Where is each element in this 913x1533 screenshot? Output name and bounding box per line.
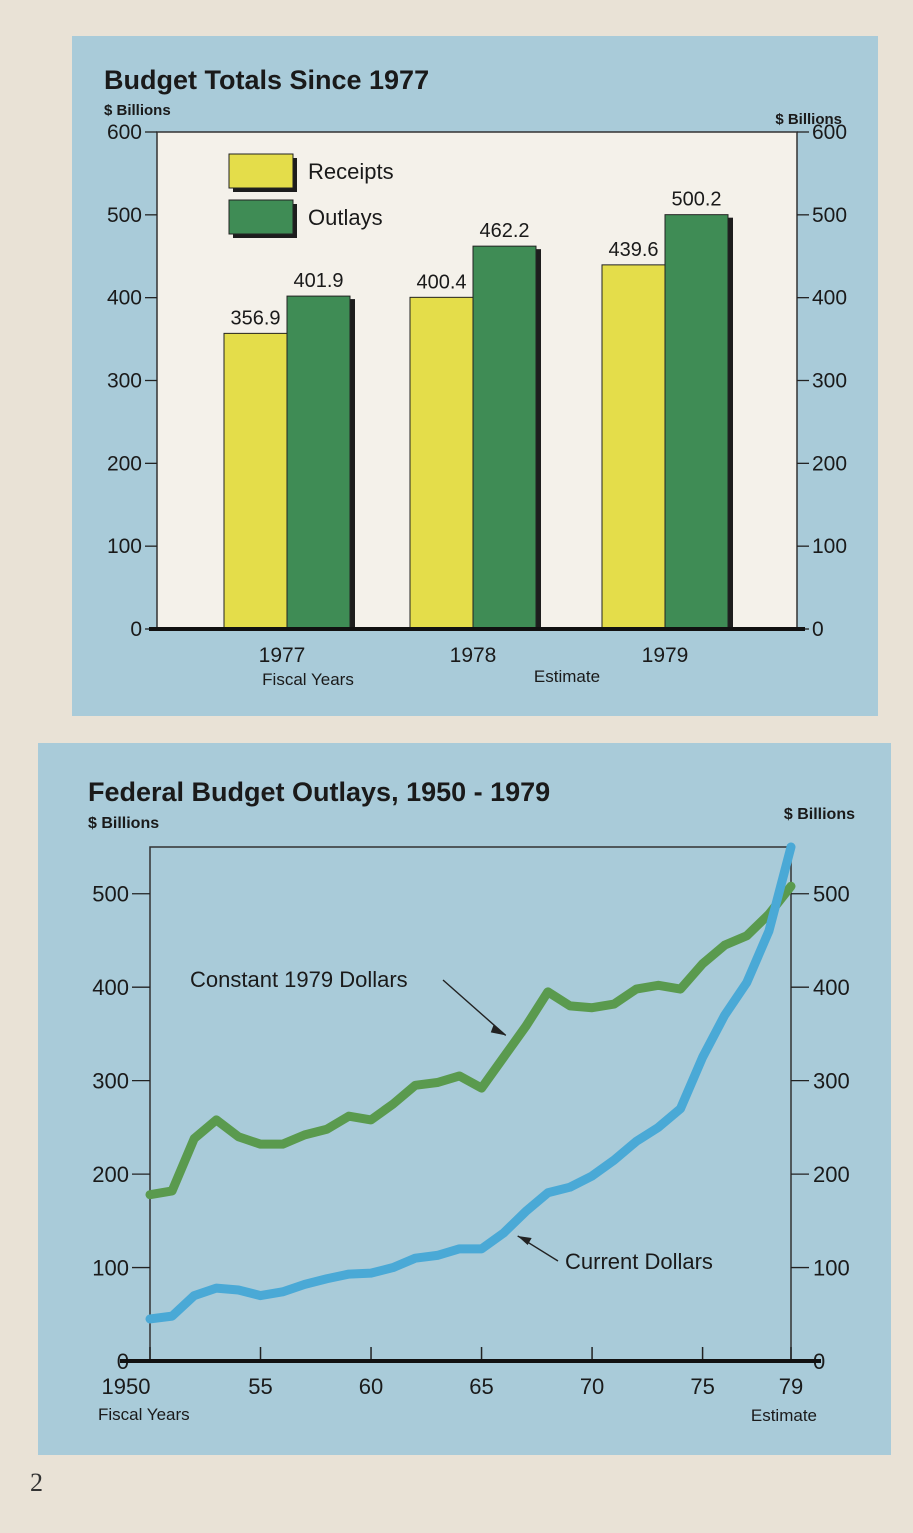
bar-outlays xyxy=(664,214,729,630)
annotation-current-dollars: Current Dollars xyxy=(565,1249,713,1274)
x-axis-label: Fiscal Years xyxy=(262,670,354,689)
legend-label: Outlays xyxy=(308,205,383,230)
y-tick-label-right: 500 xyxy=(813,882,850,907)
data-label: 462.2 xyxy=(479,220,529,242)
bar-receipts xyxy=(223,332,288,630)
y-tick-label-left: 200 xyxy=(92,1162,129,1187)
legend-swatch-outlays xyxy=(228,199,294,235)
data-label: 439.6 xyxy=(608,239,658,261)
federal-outlays-panel: Federal Budget Outlays, 1950 - 1979 $ Bil… xyxy=(38,743,891,1455)
x-tick-label: 1977 xyxy=(259,644,306,667)
y-tick-label-right: 0 xyxy=(812,618,824,641)
x-tick-label: 70 xyxy=(580,1374,604,1399)
y-tick-label-left: 100 xyxy=(107,535,142,558)
estimate-label: Estimate xyxy=(751,1406,817,1425)
y-tick-label-right: 500 xyxy=(812,204,847,227)
y-tick-label-left: 500 xyxy=(92,882,129,907)
y-tick-label-left: 100 xyxy=(92,1256,129,1281)
y-tick-label-right: 600 xyxy=(812,121,847,144)
federal-outlays-chart: Federal Budget Outlays, 1950 - 1979 $ Bil… xyxy=(88,777,855,1425)
y-axis-label-right: $ Billions xyxy=(784,806,855,823)
y-tick-label-right: 400 xyxy=(813,975,850,1000)
y-tick-label-right: 100 xyxy=(813,1256,850,1281)
x-tick-label: 55 xyxy=(248,1374,272,1399)
x-tick-label: 65 xyxy=(469,1374,493,1399)
legend-swatch-receipts xyxy=(228,153,294,189)
bar-receipts xyxy=(601,264,666,630)
chart-title: Federal Budget Outlays, 1950 - 1979 xyxy=(88,777,550,807)
x-tick-label: 79 xyxy=(779,1374,803,1399)
constant-dollars-line xyxy=(145,881,796,1200)
y-axis-label-right: $ Billions xyxy=(775,111,842,128)
y-tick-label-right: 200 xyxy=(813,1162,850,1187)
bar-outlays xyxy=(472,245,537,630)
budget-totals-panel: Budget Totals Since 1977 $ Billions $ Bill… xyxy=(72,36,878,716)
y-axis-label-left: $ Billions xyxy=(88,815,159,832)
x-tick-label: 1979 xyxy=(642,644,689,667)
chart-title: Budget Totals Since 1977 xyxy=(104,65,429,95)
y-axis-label-left: $ Billions xyxy=(104,102,171,119)
y-tick-label-left: 300 xyxy=(107,370,142,393)
data-label: 356.9 xyxy=(230,307,280,329)
data-label: 400.4 xyxy=(416,271,466,293)
y-tick-label-left: 400 xyxy=(107,287,142,310)
y-tick-label-right: 300 xyxy=(812,370,847,393)
y-tick-label-right: 200 xyxy=(812,452,847,475)
data-label: 401.9 xyxy=(293,270,343,292)
arrowhead xyxy=(490,1024,506,1036)
y-tick-label-right: 300 xyxy=(813,1069,850,1094)
y-tick-label-right: 100 xyxy=(812,535,847,558)
y-tick-label-left: 300 xyxy=(92,1069,129,1094)
data-label: 500.2 xyxy=(671,189,721,211)
current-dollars-line xyxy=(145,842,796,1324)
x-tick-label: 1978 xyxy=(450,644,497,667)
y-tick-label-right: 400 xyxy=(812,287,847,310)
plot-area xyxy=(149,846,792,1362)
y-tick-label-left: 500 xyxy=(107,204,142,227)
x-axis-label: Fiscal Years xyxy=(98,1405,190,1424)
x-tick-label: 1950 xyxy=(102,1374,151,1399)
y-tick-label-left: 400 xyxy=(92,975,129,1000)
bar-outlays xyxy=(286,295,351,630)
bar-receipts xyxy=(409,296,474,630)
y-tick-label-left: 0 xyxy=(130,618,142,641)
y-tick-label-left: 600 xyxy=(107,121,142,144)
annotation-constant-dollars: Constant 1979 Dollars xyxy=(190,967,408,992)
arrowhead xyxy=(517,1235,532,1245)
legend-label: Receipts xyxy=(308,159,394,184)
y-tick-label-left: 200 xyxy=(107,452,142,475)
estimate-label: Estimate xyxy=(534,667,600,686)
budget-totals-chart: Budget Totals Since 1977 $ Billions $ Bill… xyxy=(104,65,847,689)
x-tick-label: 60 xyxy=(359,1374,383,1399)
page-number: 2 xyxy=(30,1468,43,1497)
x-tick-label: 75 xyxy=(690,1374,714,1399)
